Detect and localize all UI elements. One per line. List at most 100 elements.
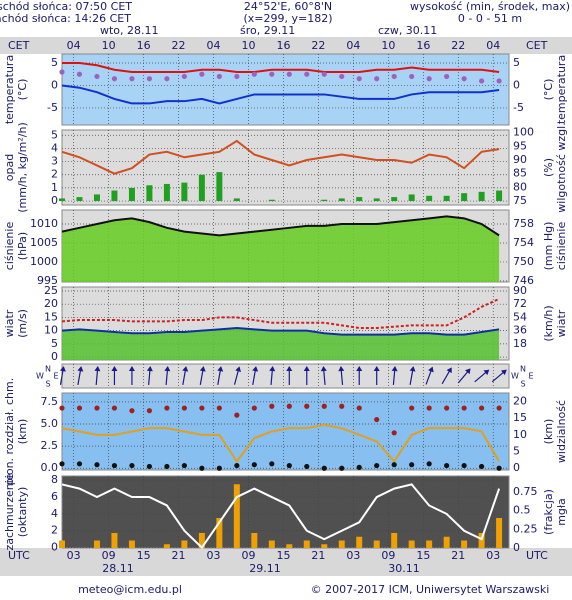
time-label: UTC (526, 549, 548, 562)
y2-tick-label: 0 (513, 78, 520, 91)
y-axis-label: wiatr (3, 309, 16, 337)
y2-axis-label: (%) (542, 158, 555, 177)
compass-e: E (528, 372, 533, 381)
arrow-head (269, 366, 276, 372)
series-bar (111, 533, 118, 548)
wind-arrow (320, 366, 327, 386)
series-dot (339, 403, 345, 409)
panel-background (61, 363, 510, 389)
grid-point: (x=299, y=182) (243, 12, 332, 25)
y2-tick-label: 90 (513, 284, 527, 297)
y-axis-label: temperatura (3, 55, 16, 124)
y2-axis-label: (mm Hg) (542, 222, 555, 271)
x-tick-label: 04 (67, 39, 81, 52)
series-bar (496, 190, 503, 202)
x-tick-label: 09 (381, 549, 395, 562)
series-bar (461, 193, 468, 202)
panel-background (61, 53, 510, 126)
series-bar (76, 197, 83, 202)
series-dot (461, 405, 467, 411)
x-tick-label: 22 (311, 39, 325, 52)
arrow-head (77, 366, 84, 372)
y-tick-label: 0 (51, 350, 58, 363)
series-dot (409, 462, 415, 468)
series-dot (286, 462, 292, 469)
series-dot (356, 464, 362, 470)
series-dot (216, 405, 222, 411)
x-tick-label: 22 (451, 39, 465, 52)
arrow-head (356, 366, 363, 371)
wind-arrow (269, 366, 276, 386)
series-bar (251, 533, 258, 548)
y2-axis-label: ciśnienie (555, 222, 568, 271)
x-tick-label: 04 (486, 39, 500, 52)
series-bar (128, 187, 135, 202)
series-dot (286, 71, 292, 77)
wind-arrow (409, 366, 416, 385)
y-axis-label: pion. rozdział. chm. (3, 378, 16, 485)
day-label: czw, 30.11 (378, 24, 437, 37)
wind-arrow (286, 366, 293, 385)
x-tick-label: 04 (346, 39, 360, 52)
series-dot (234, 73, 240, 80)
wind-arrow (425, 366, 434, 385)
y2-tick-label: 18 (513, 337, 527, 350)
series-dot (374, 76, 380, 82)
series-dot (426, 76, 432, 82)
y-tick-label: 0 (51, 78, 58, 91)
y-axis-label: zachmurzenie (3, 473, 16, 550)
series-bar (268, 199, 275, 202)
series-line (61, 297, 500, 329)
arrow-head (391, 366, 398, 372)
footer-email: meteo@icm.edu.pl (78, 583, 182, 596)
y2-axis-label: (°C) (542, 79, 555, 101)
y2-tick-label: 754 (513, 236, 534, 249)
y-tick-label: 0.0 (41, 461, 59, 474)
series-bar (128, 540, 135, 548)
series-bar (59, 540, 65, 548)
wind-arrow (59, 366, 66, 385)
compass-w: W (511, 372, 519, 381)
arrow-head (182, 366, 189, 372)
series-bar (443, 195, 450, 202)
x-tick-label: 21 (172, 549, 186, 562)
wind-arrow (457, 368, 471, 384)
series-bar (233, 484, 240, 548)
series-dot (59, 405, 65, 411)
series-dot (111, 462, 118, 469)
y2-tick-label: 0.5 (513, 504, 531, 517)
y2-tick-label: 15 (513, 411, 527, 424)
compass-n: N (45, 365, 51, 374)
series-dot (269, 403, 275, 409)
arrow-head (111, 366, 118, 371)
series-dot (374, 416, 380, 423)
series-dot (146, 76, 153, 82)
y2-tick-label: 0.75 (513, 485, 538, 498)
y-axis-label: (hPa) (16, 232, 29, 260)
series-dot (164, 463, 170, 470)
series-bar (426, 540, 433, 548)
series-bar (286, 544, 293, 548)
series-dot (181, 405, 187, 411)
series-bar (426, 195, 433, 202)
series-dot (444, 405, 450, 411)
y-tick-label: 6 (51, 490, 58, 503)
series-dot (339, 73, 345, 80)
arrow-head (235, 366, 242, 372)
series-dot (234, 412, 240, 418)
series-bar (181, 540, 188, 548)
wind-arrow (94, 366, 101, 386)
series-line (61, 139, 500, 175)
series-dot (269, 461, 275, 467)
y2-axis-label: wiatr (555, 309, 568, 337)
series-bar (356, 197, 363, 202)
arrow-head (217, 366, 224, 372)
y-tick-label: 0 (51, 541, 58, 554)
time-label: CET (526, 39, 548, 52)
wind-arrow (199, 366, 206, 385)
series-dot (356, 76, 362, 82)
series-bar (216, 518, 223, 548)
day-label: wto, 28.11 (100, 24, 159, 37)
time-label: CET (8, 39, 30, 52)
y2-tick-label: 100 (513, 126, 534, 139)
